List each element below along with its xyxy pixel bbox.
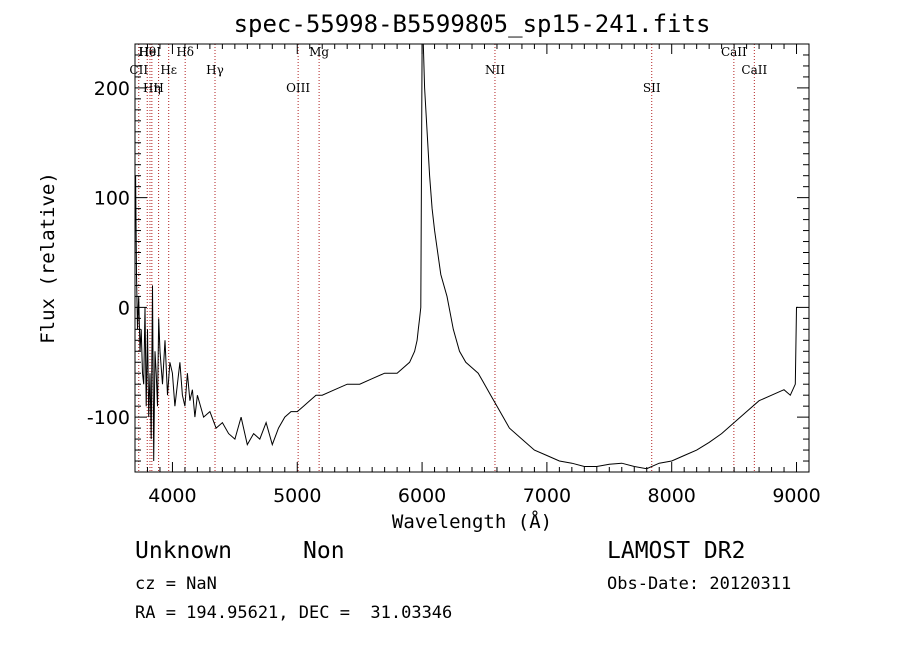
line-label: Hη bbox=[143, 81, 161, 95]
line-label: CaII bbox=[721, 45, 747, 59]
survey-name: LAMOST DR2 bbox=[607, 538, 746, 564]
y-tick-label: -100 bbox=[87, 407, 130, 429]
line-label: Hθ bbox=[138, 45, 156, 59]
line-label: HeI bbox=[139, 45, 162, 59]
object-subclass: Non bbox=[303, 538, 345, 564]
x-tick-label: 4000 bbox=[148, 485, 196, 507]
line-label: CII bbox=[129, 63, 148, 77]
line-label: CaII bbox=[741, 63, 767, 77]
y-tick-label: 0 bbox=[118, 297, 130, 319]
spectrum-series bbox=[135, 43, 798, 470]
line-label: Mg bbox=[309, 45, 329, 59]
line-label: OIII bbox=[286, 81, 310, 95]
x-tick-label: 8000 bbox=[648, 485, 696, 507]
series-line bbox=[135, 43, 798, 470]
spectral-line-markers: Hθ CII H HeI Hε Hη Hδ Hγ OIII Mg NII SII CaII CaII bbox=[129, 44, 767, 472]
chart-title: spec-55998-B5599805_sp15-241.fits bbox=[234, 10, 711, 38]
ra-dec-coordinates: RA = 194.95621, DEC = 31.03346 bbox=[135, 603, 453, 623]
line-label: Hγ bbox=[206, 63, 224, 77]
x-axis-label: Wavelength (Å) bbox=[392, 510, 552, 533]
plot-frame bbox=[134, 43, 810, 473]
x-tick-label: 9000 bbox=[772, 485, 820, 507]
axis-ticks: 4000 5000 6000 7000 8000 9000 -100 0 100 200 bbox=[87, 43, 821, 507]
x-tick-label: 7000 bbox=[523, 485, 571, 507]
x-tick-label: 5000 bbox=[273, 485, 321, 507]
line-label: Hδ bbox=[176, 45, 194, 59]
line-label: Hε bbox=[160, 63, 177, 77]
object-class: Unknown bbox=[135, 538, 232, 564]
line-label: H bbox=[153, 81, 163, 95]
observation-date: Obs-Date: 20120311 bbox=[607, 574, 792, 594]
y-axis-label: Flux (relative) bbox=[37, 172, 59, 344]
y-tick-label: 100 bbox=[94, 188, 130, 210]
line-label: SII bbox=[643, 81, 661, 95]
redshift-cz: cz = NaN bbox=[135, 574, 217, 594]
y-tick-label: 200 bbox=[94, 78, 130, 100]
x-tick-label: 6000 bbox=[398, 485, 446, 507]
line-label: NII bbox=[485, 63, 505, 77]
